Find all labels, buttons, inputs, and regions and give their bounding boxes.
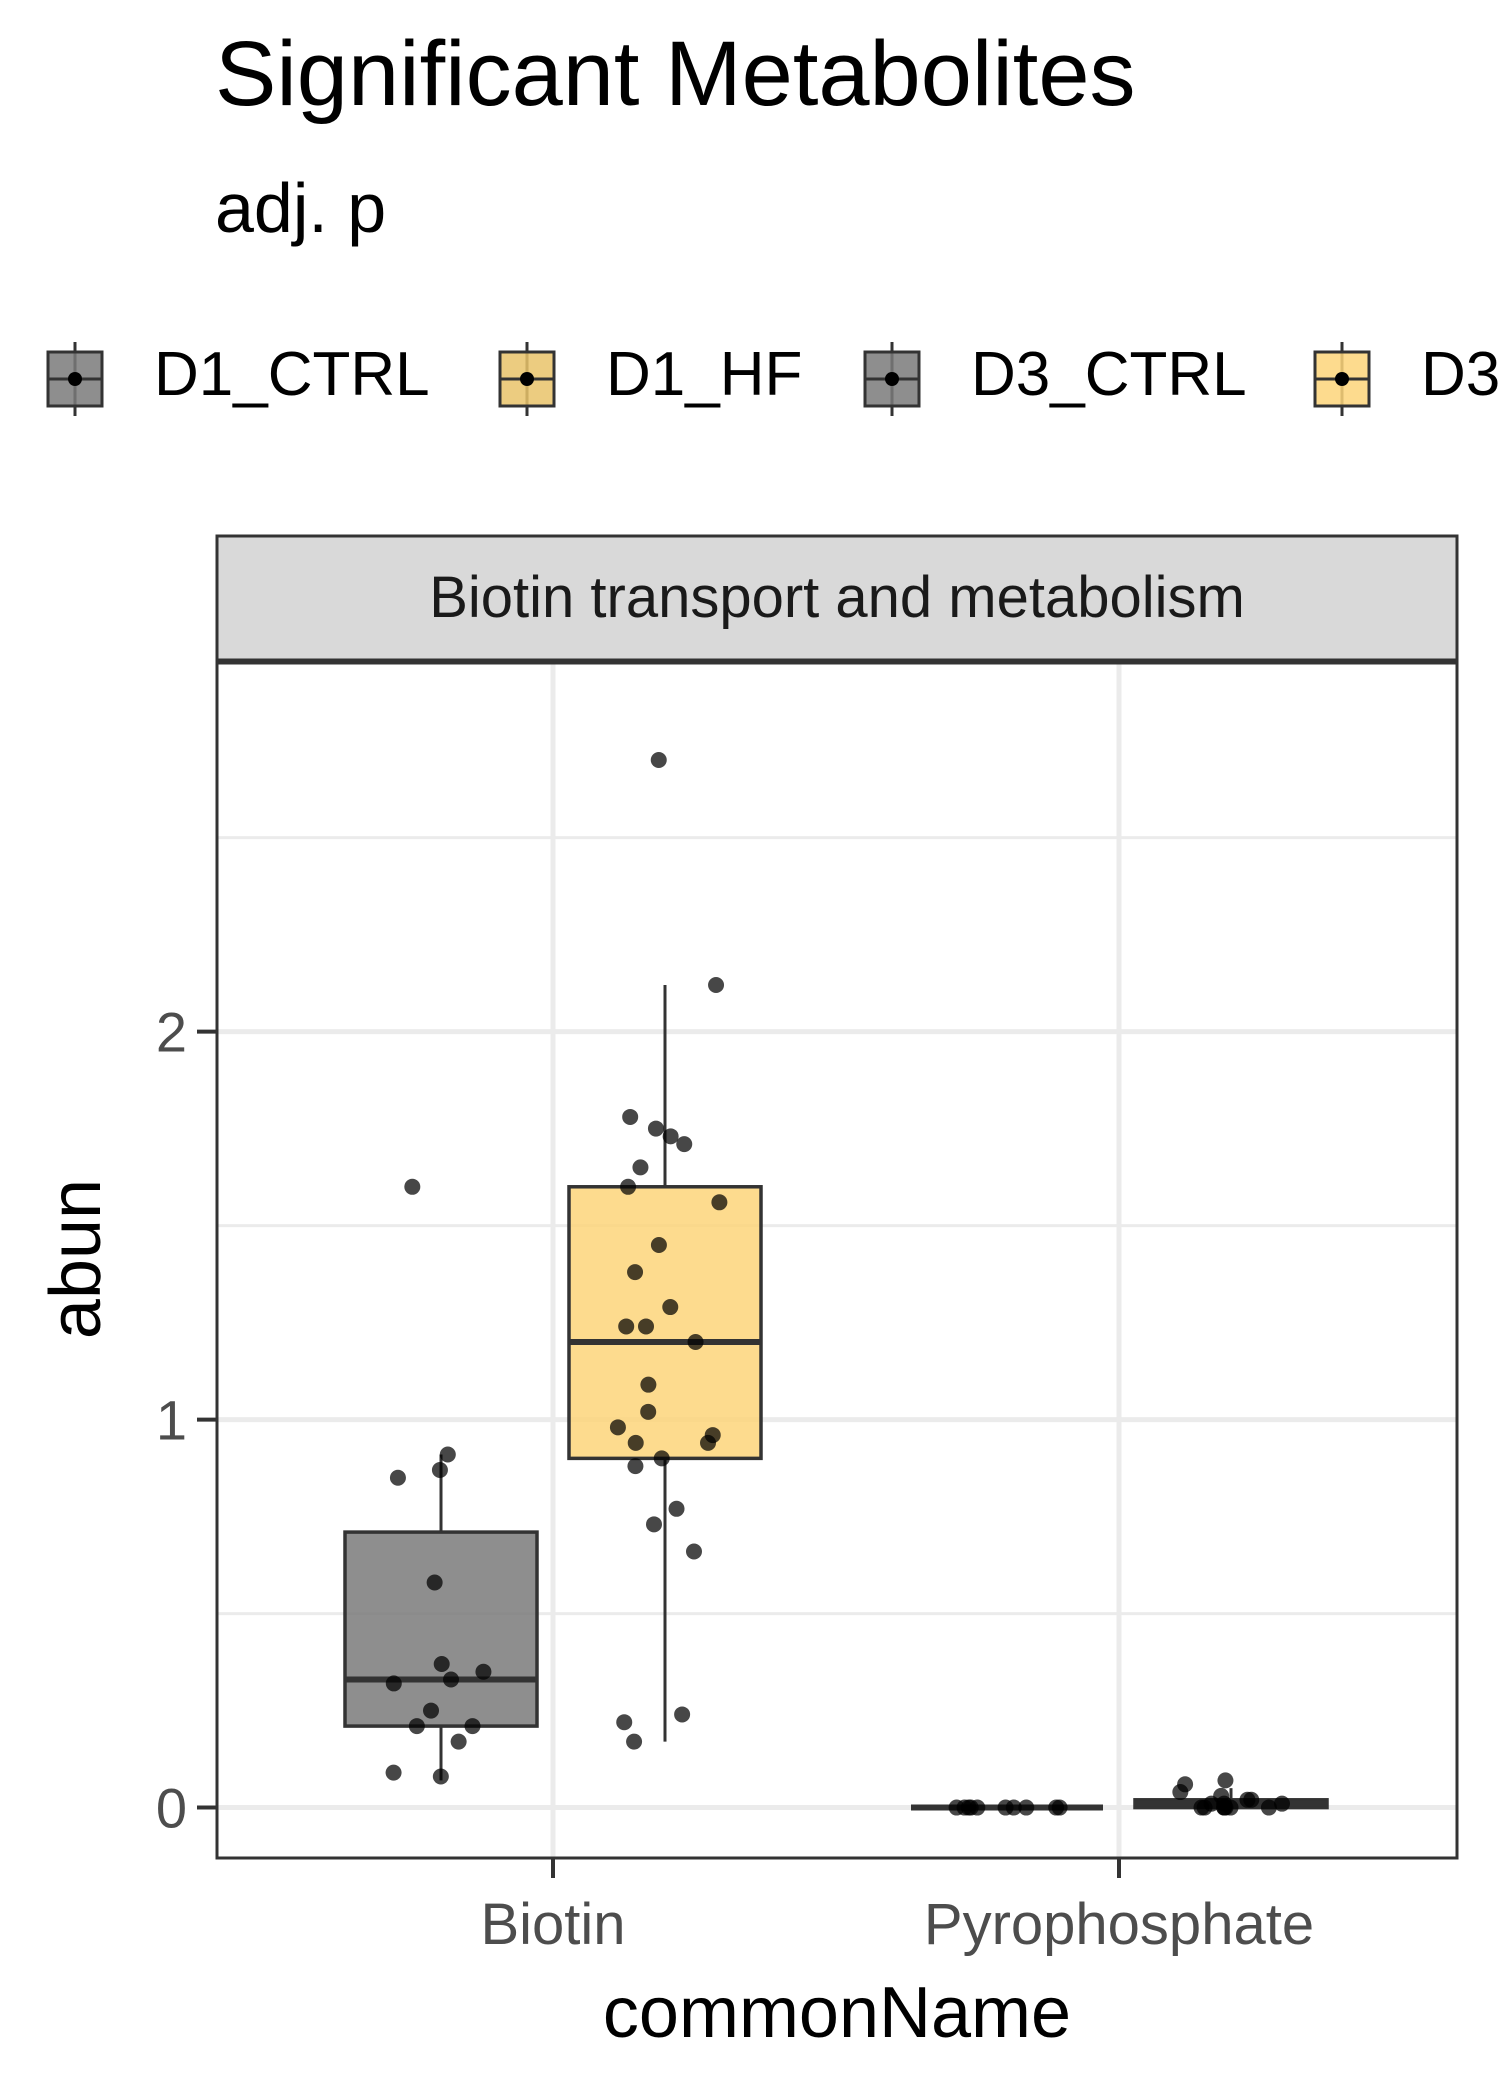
- facet-label: Biotin transport and metabolism: [429, 565, 1245, 630]
- data-point: [662, 1299, 679, 1316]
- x-axis-title: commonName: [603, 1973, 1071, 2053]
- legend-item-D3: D3: [1313, 340, 1500, 416]
- y-tick-label: 1: [156, 1389, 187, 1452]
- data-point: [650, 751, 667, 768]
- data-point: [997, 1799, 1014, 1816]
- data-point: [620, 1178, 637, 1195]
- data-point: [450, 1733, 467, 1750]
- chart-title: Significant Metabolites: [215, 23, 1136, 125]
- data-point: [627, 1458, 644, 1475]
- box-body: [343, 1530, 539, 1728]
- data-point: [687, 1333, 704, 1350]
- data-point: [645, 1516, 662, 1533]
- data-point: [638, 1318, 655, 1335]
- data-point: [653, 1450, 670, 1467]
- data-point: [647, 1120, 664, 1137]
- data-point: [426, 1574, 443, 1591]
- data-point: [1051, 1799, 1068, 1816]
- data-point: [1172, 1784, 1189, 1801]
- legend-label: D3_CTRL: [971, 340, 1247, 409]
- data-point: [475, 1663, 492, 1680]
- data-point: [443, 1671, 460, 1688]
- data-point: [404, 1178, 421, 1195]
- facet-strip: [215, 534, 1459, 663]
- data-point: [700, 1434, 717, 1451]
- data-point: [464, 1718, 481, 1735]
- box-D1_CTRL-Biotin: [343, 1454, 539, 1781]
- data-point: [616, 1714, 633, 1731]
- data-point: [622, 1108, 639, 1125]
- legend-label: D1_HF: [606, 340, 802, 409]
- data-point: [676, 1136, 693, 1153]
- data-point: [640, 1403, 657, 1420]
- box-body: [567, 1185, 763, 1461]
- data-point: [627, 1264, 644, 1281]
- data-point: [627, 1434, 644, 1451]
- data-point: [431, 1462, 448, 1479]
- y-axis-title: abun: [36, 1179, 116, 1339]
- data-point: [708, 977, 725, 994]
- legend-label: D3: [1421, 340, 1500, 409]
- data-point: [662, 1128, 679, 1145]
- data-point: [1216, 1799, 1233, 1816]
- legend-item-D1_CTRL: D1_CTRL: [46, 340, 430, 416]
- legend-key-point: [520, 372, 534, 386]
- data-point: [711, 1194, 728, 1211]
- legend-key-point: [68, 372, 82, 386]
- data-point: [1018, 1799, 1035, 1816]
- data-point: [1273, 1795, 1290, 1812]
- y-tick-label: 0: [156, 1777, 187, 1840]
- x-tick-label: Pyrophosphate: [924, 1892, 1314, 1957]
- data-point: [389, 1469, 406, 1486]
- y-tick-label: 2: [156, 1001, 187, 1064]
- legend-label: D1_CTRL: [154, 340, 430, 409]
- data-point: [1193, 1799, 1210, 1816]
- data-point: [674, 1706, 691, 1723]
- data-point: [685, 1543, 702, 1560]
- data-point: [626, 1733, 643, 1750]
- box-D1_HF-Biotin: [567, 985, 763, 1742]
- data-point: [423, 1702, 440, 1719]
- legend: D1_CTRL D1_HF D3_CTRL D3: [46, 340, 1500, 416]
- data-point: [640, 1376, 657, 1393]
- data-point: [1239, 1791, 1256, 1808]
- legend-item-D3_CTRL: D3_CTRL: [863, 340, 1247, 416]
- data-point: [609, 1419, 626, 1436]
- data-point: [432, 1768, 449, 1785]
- data-point: [1217, 1772, 1234, 1789]
- data-point: [650, 1236, 667, 1253]
- data-point: [385, 1764, 402, 1781]
- plot-panel: Biotin transport and metabolism 0 1 2 Biotin…: [156, 534, 1459, 1957]
- data-point: [632, 1159, 649, 1176]
- chart-subtitle: adj. p: [215, 169, 386, 247]
- data-point: [668, 1500, 685, 1517]
- data-point: [408, 1718, 425, 1735]
- data-point: [956, 1799, 973, 1816]
- data-point: [433, 1656, 450, 1673]
- data-point: [385, 1675, 402, 1692]
- legend-key-point: [885, 372, 899, 386]
- data-point: [618, 1318, 635, 1335]
- legend-item-D1_HF: D1_HF: [498, 340, 802, 416]
- x-tick-label: Biotin: [480, 1892, 625, 1957]
- data-point: [1260, 1799, 1277, 1816]
- legend-key-point: [1335, 372, 1349, 386]
- data-point: [439, 1446, 456, 1463]
